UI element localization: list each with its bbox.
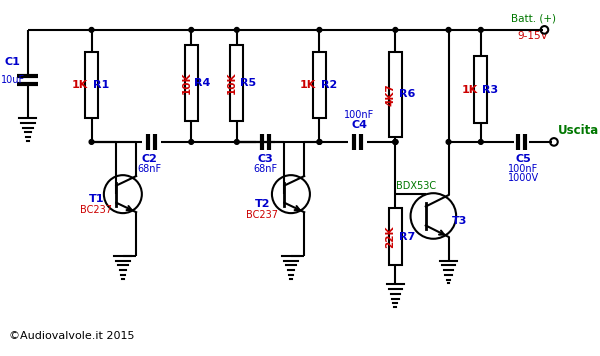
Text: BDX53C: BDX53C xyxy=(396,180,436,190)
Text: R5: R5 xyxy=(240,78,256,88)
Text: R4: R4 xyxy=(194,78,211,88)
Circle shape xyxy=(189,140,194,144)
Text: C3: C3 xyxy=(257,154,273,164)
Text: 68nF: 68nF xyxy=(253,163,277,173)
Bar xyxy=(230,45,244,121)
Circle shape xyxy=(446,27,451,32)
Text: 1000V: 1000V xyxy=(508,173,539,183)
Text: 10uF: 10uF xyxy=(1,75,25,85)
Text: 100nF: 100nF xyxy=(344,110,374,120)
Text: 22K: 22K xyxy=(386,226,395,248)
Circle shape xyxy=(317,27,322,32)
Circle shape xyxy=(235,27,239,32)
Circle shape xyxy=(317,140,322,144)
Text: Batt. (+): Batt. (+) xyxy=(511,14,556,23)
Text: 10K: 10K xyxy=(227,72,237,94)
Text: T1: T1 xyxy=(89,194,104,204)
Text: Uscita: Uscita xyxy=(558,124,599,137)
Text: T2: T2 xyxy=(254,199,270,209)
Text: 68nF: 68nF xyxy=(137,163,161,173)
Bar xyxy=(389,52,402,137)
Text: R1: R1 xyxy=(93,80,109,90)
Bar xyxy=(85,52,98,118)
Text: 1K: 1K xyxy=(72,80,88,90)
Circle shape xyxy=(89,140,94,144)
Circle shape xyxy=(393,140,398,144)
Text: ©Audiovalvole.it 2015: ©Audiovalvole.it 2015 xyxy=(9,331,134,341)
Circle shape xyxy=(317,140,322,144)
Circle shape xyxy=(393,140,398,144)
Text: BC237: BC237 xyxy=(80,205,112,215)
Text: R7: R7 xyxy=(398,232,415,242)
Text: BC237: BC237 xyxy=(247,210,278,220)
Text: R2: R2 xyxy=(321,80,337,90)
Text: 100nF: 100nF xyxy=(508,163,539,173)
Circle shape xyxy=(189,27,194,32)
Text: R3: R3 xyxy=(482,85,499,95)
Circle shape xyxy=(89,27,94,32)
Text: C4: C4 xyxy=(351,120,367,130)
Text: T3: T3 xyxy=(452,216,467,226)
Circle shape xyxy=(478,27,483,32)
Text: 9-15V: 9-15V xyxy=(518,31,548,41)
Circle shape xyxy=(478,140,483,144)
Circle shape xyxy=(393,140,398,144)
Text: 1K: 1K xyxy=(300,80,316,90)
Circle shape xyxy=(393,27,398,32)
Bar xyxy=(474,57,487,123)
Text: 1K: 1K xyxy=(461,85,478,95)
Circle shape xyxy=(235,140,239,144)
Text: 10K: 10K xyxy=(181,72,191,94)
Bar xyxy=(389,208,402,265)
Circle shape xyxy=(446,140,451,144)
Text: 4K7: 4K7 xyxy=(386,83,395,106)
Text: R6: R6 xyxy=(398,89,415,99)
Text: C1: C1 xyxy=(5,57,20,67)
Text: C5: C5 xyxy=(515,154,532,164)
Text: C2: C2 xyxy=(142,154,157,164)
Bar xyxy=(185,45,198,121)
Bar xyxy=(313,52,326,118)
